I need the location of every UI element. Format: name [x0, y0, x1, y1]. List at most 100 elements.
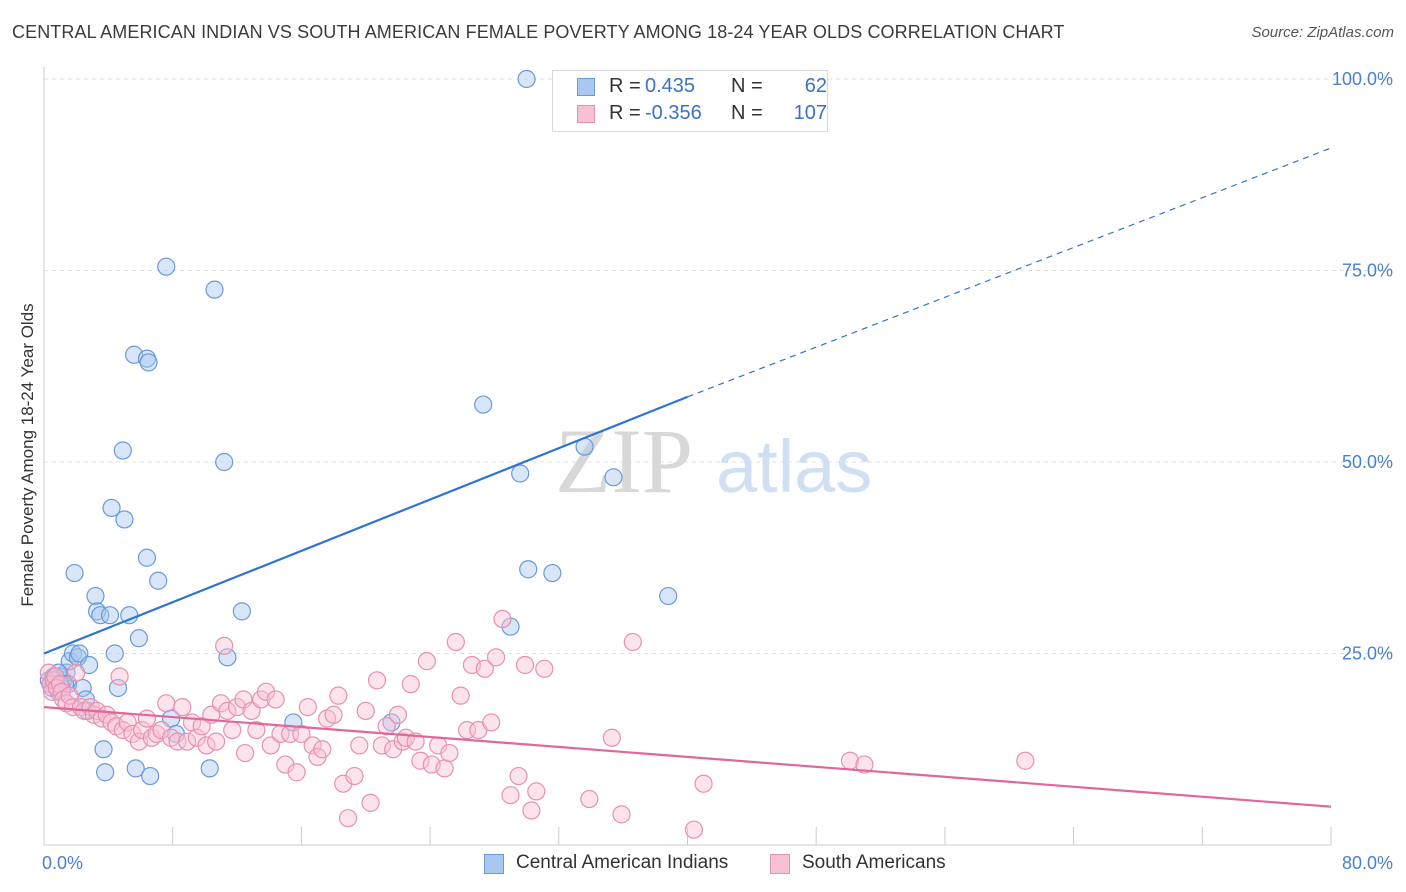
point-south-american [406, 732, 425, 751]
point-south-american [266, 690, 285, 709]
tick-labels: 25.0% 50.0% 75.0% 100.0% 0.0% 80.0% [42, 69, 1393, 873]
point-south-american [247, 720, 266, 740]
point-central-american-indian [141, 766, 160, 786]
point-south-american [493, 609, 512, 629]
point-south-american [187, 728, 206, 747]
point-central-american-indian [200, 759, 219, 778]
point-central-american-indian [137, 548, 157, 567]
point-south-american [137, 709, 157, 728]
x-tick-label-start: 0.0% [42, 853, 83, 873]
point-central-american-indian [113, 441, 132, 460]
point-south-american [501, 786, 520, 805]
legend-swatch-blue [577, 78, 595, 96]
point-central-american-indian [129, 629, 149, 648]
point-south-american [215, 636, 234, 655]
point-south-american [580, 789, 599, 809]
point-south-american [522, 801, 541, 820]
point-south-american [475, 659, 494, 678]
point-central-american-indian [102, 498, 121, 518]
y-tick-label: 75.0% [1342, 261, 1393, 281]
point-central-american-indian [543, 563, 562, 583]
point-south-american [515, 655, 535, 675]
point-south-american [324, 705, 343, 724]
axes [43, 67, 1332, 846]
point-south-american [356, 701, 375, 721]
point-south-american [313, 740, 332, 759]
point-south-american [110, 667, 129, 686]
watermark-atlas: atlas [716, 425, 872, 508]
y-tick-label: 25.0% [1342, 644, 1393, 664]
point-south-american [329, 686, 348, 705]
point-south-american [303, 736, 322, 755]
point-central-american-indian [105, 644, 124, 663]
point-central-american-indian [149, 571, 168, 590]
trend-lines [43, 147, 1332, 808]
legend-n-value: 62 [804, 75, 827, 97]
point-central-american-indian [65, 563, 84, 583]
gridlines [44, 78, 1392, 654]
point-south-american [223, 720, 242, 740]
legend-r-label: R = [609, 102, 641, 124]
point-south-american [411, 751, 430, 770]
x-tick-label-end: 80.0% [1342, 853, 1393, 873]
point-central-american-indian [659, 586, 678, 606]
point-south-american [60, 686, 79, 705]
point-south-american [345, 766, 364, 786]
point-central-american-indian [519, 560, 538, 579]
point-south-american [377, 717, 396, 736]
point-south-american [684, 820, 704, 839]
watermark-zip: ZIP [555, 410, 693, 512]
point-central-american-indian [157, 257, 176, 276]
point-south-american [388, 705, 408, 724]
point-south-american [133, 720, 152, 740]
source-credit: Source: ZipAtlas.com [1251, 24, 1394, 41]
bottom-legend-label: South Americans [802, 852, 946, 873]
point-south-american [218, 701, 237, 721]
point-central-american-indian [100, 606, 120, 625]
bottom-legend-label: Central American Indians [516, 852, 729, 873]
legend-n-label: N = [731, 75, 763, 97]
point-south-american [350, 736, 369, 755]
point-central-american-indian [94, 740, 113, 759]
legend-n-label: N = [731, 102, 763, 124]
y-tick-label: 100.0% [1332, 69, 1393, 89]
point-south-american [338, 809, 358, 828]
point-south-american [367, 671, 387, 690]
point-central-american-indian [517, 69, 536, 89]
point-south-american [173, 698, 192, 717]
trend-line-blue [43, 395, 688, 655]
point-south-american [157, 694, 176, 713]
bottom-legend-swatch-blue [484, 854, 504, 874]
point-central-american-indian [205, 280, 224, 299]
point-south-american [486, 648, 506, 667]
point-south-american [509, 766, 528, 786]
point-central-american-indian [91, 606, 110, 625]
point-south-american [178, 732, 197, 751]
chart-title: CENTRAL AMERICAN INDIAN VS SOUTH AMERICA… [12, 22, 1065, 42]
legend-r-value: -0.356 [645, 102, 702, 124]
point-south-american [451, 686, 470, 705]
point-south-american [298, 698, 317, 717]
point-south-american [152, 720, 171, 740]
point-south-american [67, 663, 86, 682]
point-central-american-indian [604, 468, 623, 487]
point-central-american-indian [474, 395, 493, 414]
point-central-american-indian [218, 648, 237, 667]
bottom-legend-swatch-pink [770, 854, 790, 874]
legend-r-value: 0.435 [645, 75, 696, 97]
point-south-american [372, 736, 391, 755]
point-central-american-indian [232, 602, 251, 621]
point-south-american [482, 713, 501, 732]
point-south-american [446, 632, 465, 652]
legend-swatch-pink [577, 105, 595, 123]
legend-r-label: R = [609, 75, 641, 97]
point-central-american-indian [108, 678, 128, 698]
point-south-american [1016, 751, 1035, 770]
point-south-american [361, 793, 380, 812]
point-south-american [527, 782, 546, 801]
point-south-american [207, 732, 226, 751]
point-south-american [256, 682, 276, 701]
point-south-american [287, 763, 306, 782]
point-central-american-indian [96, 763, 115, 782]
